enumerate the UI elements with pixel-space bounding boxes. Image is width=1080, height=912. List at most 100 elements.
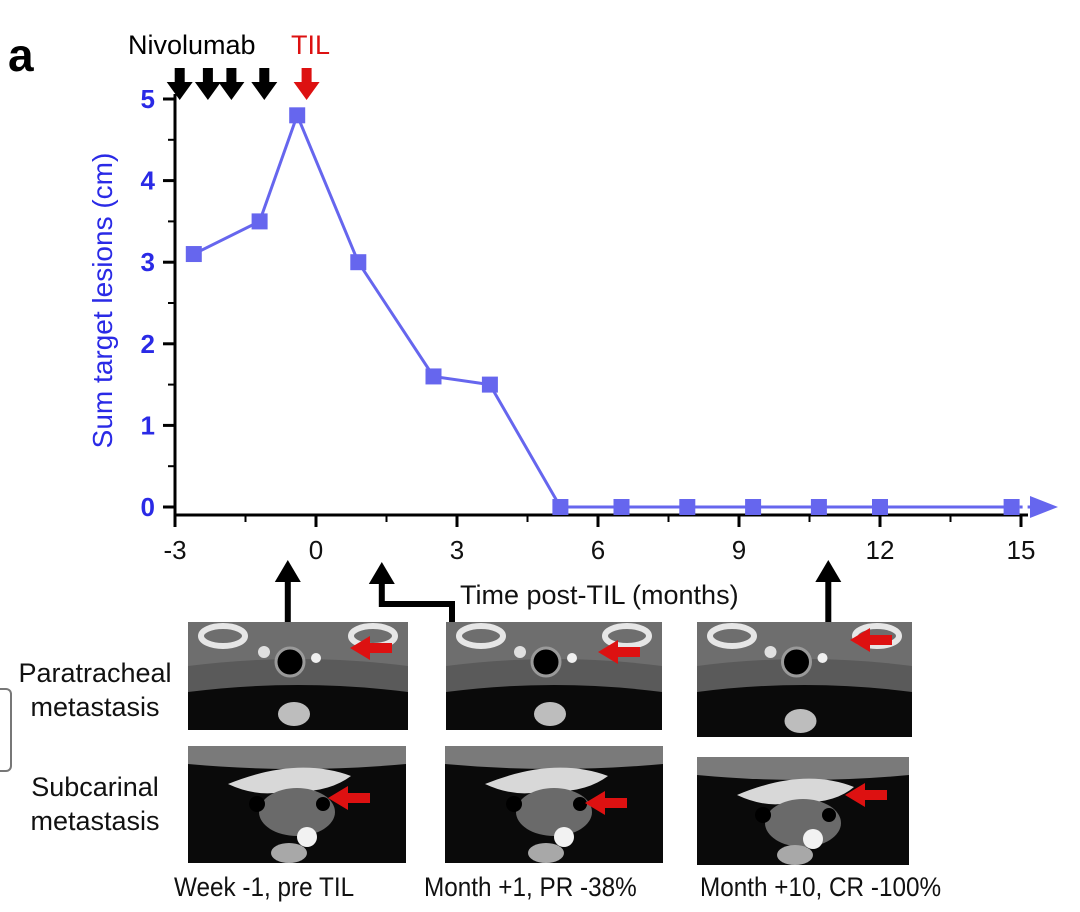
ct-mediastinum — [446, 659, 662, 692]
ct-trachea — [274, 646, 306, 678]
row-label-paratracheal: Paratracheal metastasis — [18, 658, 172, 722]
data-point — [552, 499, 569, 515]
ct-bronchus — [316, 797, 330, 811]
ct-image-6 — [697, 757, 909, 865]
ct-vertebra — [528, 843, 564, 863]
pointer-arrowhead-icon — [368, 562, 395, 584]
data-point — [745, 499, 762, 515]
data-point — [185, 246, 202, 263]
ct-mediastinum — [765, 799, 841, 847]
til-infusion-arrow-icon — [293, 68, 320, 100]
ct-mediastinum — [188, 659, 408, 692]
series-line — [193, 111, 1012, 509]
ct-vessel — [514, 646, 526, 658]
ct-vessel — [764, 646, 777, 658]
data-point — [350, 254, 367, 271]
y-tick-label: 3 — [141, 247, 155, 277]
pointer-line — [378, 582, 455, 622]
ct-vessel — [258, 646, 270, 658]
lesion-arrow-icon — [850, 628, 892, 652]
data-point — [251, 213, 268, 230]
ct-trachea — [781, 646, 812, 678]
caption-month-plus-10: Month +10, CR -100% — [700, 872, 942, 902]
data-point — [289, 107, 306, 124]
ct-vertebra — [534, 702, 566, 726]
caption-week-minus-1: Week -1, pre TIL — [174, 872, 355, 902]
ct-aortic-arch — [485, 767, 608, 794]
treatment-annotations: Nivolumab TIL — [128, 30, 330, 100]
lesion-arrow-icon — [845, 783, 887, 807]
ct-vertebra — [271, 843, 307, 863]
row-label-subcarinal: Subcarinal metastasis — [30, 772, 160, 836]
ct-bronchus — [822, 808, 836, 822]
nivolumab-dose-arrow-icon — [194, 68, 221, 100]
ct-clavicle-left — [198, 623, 248, 649]
ct-vessel — [817, 653, 828, 663]
y-tick-label: 0 — [141, 492, 155, 522]
ct-bronchus — [755, 807, 771, 823]
y-tick-label: 4 — [141, 166, 156, 196]
pointer-arrowhead-icon — [274, 560, 301, 582]
ct-bronchus — [249, 796, 265, 812]
image-pointer-arrows — [274, 560, 842, 622]
data-point — [810, 499, 827, 515]
nivolumab-label: Nivolumab — [128, 30, 256, 60]
x-tick-label: -3 — [163, 535, 186, 565]
series-arrowhead-icon — [1030, 496, 1058, 518]
ct-mediastinum — [516, 788, 592, 836]
x-tick-label: 3 — [450, 535, 464, 565]
y-tick-label: 5 — [141, 84, 155, 114]
lesion-arrow-icon — [598, 640, 640, 664]
ct-chest-wall — [445, 746, 663, 769]
ct-mediastinum — [697, 659, 912, 692]
lesion-arrow-icon — [585, 791, 627, 815]
lesion-arrow-icon — [328, 786, 370, 810]
data-point — [481, 376, 498, 393]
nivolumab-dose-arrow-icon — [166, 68, 193, 100]
nivolumab-dose-arrow-icon — [218, 68, 245, 100]
ct-vertebra — [777, 845, 813, 865]
nivolumab-dose-arrow-icon — [251, 68, 278, 100]
data-point — [679, 499, 696, 515]
ct-chest-wall — [697, 757, 909, 780]
data-point — [872, 499, 888, 515]
ct-image-1 — [188, 622, 408, 730]
data-series — [185, 107, 1058, 518]
lesion-arrow-icon — [350, 636, 392, 660]
ct-descending-aorta — [554, 827, 574, 847]
ct-image-2 — [446, 622, 662, 730]
ct-vessel — [311, 653, 321, 663]
panel-letter: a — [8, 29, 34, 81]
data-point — [1003, 499, 1020, 515]
ct-clavicle-left — [456, 623, 506, 649]
y-axis-label: Sum target lesions (cm) — [87, 153, 118, 449]
ct-bronchus — [506, 796, 522, 812]
ct-descending-aorta — [297, 827, 317, 847]
ct-aortic-arch — [737, 778, 854, 805]
x-tick-label: 9 — [732, 535, 746, 565]
til-label: TIL — [291, 30, 330, 60]
x-tick-label: 6 — [591, 535, 605, 565]
ct-vessel — [567, 653, 577, 663]
x-tick-label: 0 — [309, 535, 323, 565]
ct-chest-wall — [188, 746, 406, 769]
ct-clavicle-right — [852, 623, 902, 649]
ct-image-3 — [697, 622, 912, 737]
x-tick-label: 15 — [1007, 535, 1036, 565]
x-axis-label: Time post-TIL (months) — [460, 580, 739, 610]
data-point — [613, 499, 630, 515]
y-tick-label: 2 — [141, 329, 155, 359]
data-point — [425, 368, 442, 385]
pointer-arrowhead-icon — [815, 560, 842, 582]
ct-image-5 — [445, 746, 663, 863]
ct-clavicle-right — [602, 623, 652, 649]
ct-mediastinum — [259, 788, 335, 836]
page-edge-mark — [0, 688, 12, 772]
ct-bronchus — [573, 797, 587, 811]
ct-clavicle-left — [707, 623, 757, 649]
ct-image-4 — [188, 746, 406, 863]
ct-scan-grid — [188, 622, 912, 865]
caption-month-plus-1: Month +1, PR -38% — [424, 872, 637, 902]
